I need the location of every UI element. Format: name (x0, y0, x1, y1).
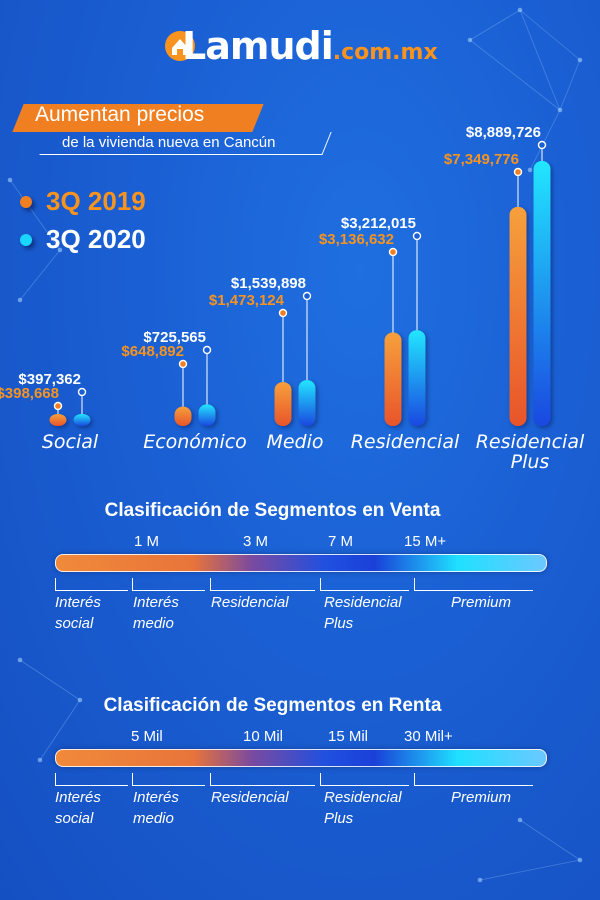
house-pin-icon (165, 31, 195, 61)
venta-tick-4: 15 M+ (404, 533, 447, 550)
renta-seg-residencial-plus: Residencial Plus (324, 789, 402, 827)
logo-wordmark: Lamudi.com.mx (182, 24, 438, 68)
renta-seg-residencial: Residencial (211, 789, 289, 806)
bar-medio-2019 (274, 382, 292, 426)
renta-scale-title: Clasificación de Segmentos en Renta (103, 695, 442, 716)
bar-residencial-2019 (384, 332, 402, 426)
renta-seg-interes-social: Interés social (55, 789, 101, 827)
legend-item-2019: 3Q 2019 (20, 186, 146, 217)
venta-seg-premium: Premium (451, 594, 512, 611)
renta-tick-1: 5 Mil (131, 728, 163, 745)
renta-seg-divider-2 (132, 773, 205, 786)
legend-label-2019: 3Q 2019 (46, 186, 146, 216)
bar-social-2020 (73, 414, 91, 426)
venta-tick-2: 3 M (243, 533, 269, 550)
value-label-residencial-2019: $3,136,632 (319, 231, 394, 248)
bar-medio-2020 (298, 380, 316, 426)
value-label-social-2019: $398,668 (0, 385, 59, 402)
marker-social-2019 (53, 401, 63, 411)
bar-social-2019 (49, 414, 67, 426)
legend-item-2020: 3Q 2020 (20, 224, 146, 255)
bar-residencial-plus-2020 (533, 161, 551, 426)
venta-seg-divider-2 (132, 578, 205, 591)
legend-label-2020: 3Q 2020 (46, 224, 146, 254)
bar-economico-2019 (174, 406, 192, 426)
category-label-social: Social (42, 431, 99, 453)
marker-economico-2019 (178, 359, 188, 369)
headline: Aumentan precios (35, 103, 205, 126)
renta-tick-3: 15 Mil (328, 728, 369, 745)
subheadline: de la vivienda nueva en Cancún (62, 134, 276, 151)
venta-tick-1: 1 M (134, 533, 160, 550)
marker-social-2020 (77, 387, 87, 397)
venta-tick-3: 7 M (328, 533, 354, 550)
marker-medio-2020 (302, 291, 312, 301)
marker-residencial-plus-2019 (513, 167, 523, 177)
category-label-economico: Económico (143, 431, 247, 453)
venta-seg-divider-4 (320, 578, 409, 591)
venta-seg-divider-3 (210, 578, 315, 591)
value-label-residencial-plus-2020: $8,889,726 (466, 124, 541, 141)
renta-seg-premium: Premium (451, 789, 512, 806)
venta-seg-divider-5 (414, 578, 533, 591)
value-label-economico-2020: $725,565 (143, 329, 206, 346)
venta-seg-interes-medio: Interés medio (133, 594, 179, 632)
value-label-residencial-2020: $3,212,015 (341, 215, 416, 232)
logo-main-text: Lamudi (182, 24, 334, 68)
bar-economico-2020 (198, 404, 216, 426)
value-label-social-2020: $397,362 (18, 371, 81, 388)
category-label-residencial-plus: Residencial Plus (476, 431, 585, 473)
price-bar-chart: $398,668$397,362 Social $648,892$725,565 Ec… (0, 124, 585, 473)
bar-residencial-2020 (408, 330, 426, 426)
marker-residencial-2019 (388, 247, 398, 257)
logo-domain-text: .com.mx (332, 40, 438, 65)
marker-residencial-plus-2020 (537, 140, 547, 150)
lamudi-logo: Lamudi.com.mx (160, 24, 450, 74)
venta-scale-title: Clasificación de Segmentos en Venta (104, 500, 441, 521)
marker-residencial-2020 (412, 231, 422, 241)
venta-seg-residencial-plus: Residencial Plus (324, 594, 402, 632)
renta-tick-4: 30 Mil+ (404, 728, 453, 745)
bar-residencial-plus-2019 (509, 206, 527, 426)
value-label-medio-2019: $1,473,124 (209, 292, 285, 309)
renta-tick-2: 10 Mil (243, 728, 284, 745)
value-label-economico-2019: $648,892 (121, 343, 184, 360)
venta-scale-bar (55, 554, 547, 572)
marker-medio-2019 (278, 308, 288, 318)
category-label-residencial: Residencial (351, 431, 460, 453)
venta-seg-residencial: Residencial (211, 594, 289, 611)
renta-seg-interes-medio: Interés medio (133, 789, 179, 827)
value-label-medio-2020: $1,539,898 (231, 275, 306, 292)
renta-seg-divider-3 (210, 773, 315, 786)
renta-seg-divider-5 (414, 773, 533, 786)
category-label-medio: Medio (266, 431, 323, 453)
marker-economico-2020 (202, 345, 212, 355)
value-label-residencial-plus-2019: $7,349,776 (444, 151, 519, 168)
renta-seg-divider-4 (320, 773, 409, 786)
legend-dot-2020 (20, 233, 32, 246)
legend-dot-2019 (20, 195, 32, 208)
venta-seg-divider-1 (55, 578, 128, 591)
venta-seg-interes-social: Interés social (55, 594, 101, 632)
renta-scale-bar (55, 749, 547, 767)
renta-seg-divider-1 (55, 773, 128, 786)
